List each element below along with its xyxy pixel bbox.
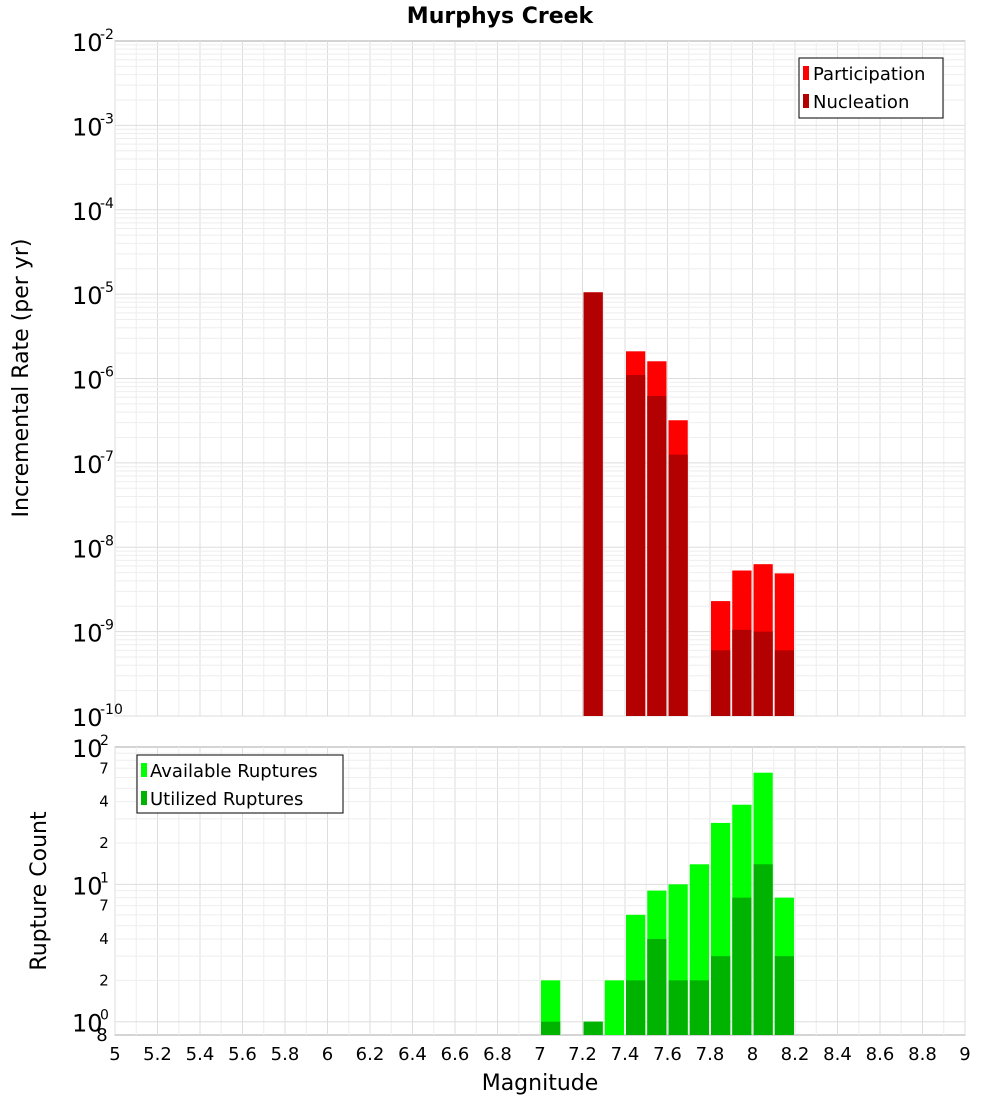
bottom-bars (541, 772, 794, 1035)
x-tick-label: 8.6 (866, 1044, 895, 1065)
x-tick-label: 6.6 (441, 1044, 470, 1065)
x-tick-label: 6 (322, 1044, 333, 1065)
y-tick-exponent: 0 (100, 1008, 109, 1024)
chart-title: Murphys Creek (407, 4, 595, 29)
x-tick-label: 7.4 (611, 1044, 640, 1065)
top-bars (583, 292, 794, 716)
legend-label-available: Available Ruptures (150, 761, 318, 782)
x-tick-label: 7.6 (653, 1044, 682, 1065)
y-tick-label: 10 (72, 535, 103, 563)
x-axis-label: Magnitude (482, 1071, 599, 1096)
y-tick-exponent: -5 (100, 280, 114, 296)
y-tick-minor-label: 8 (96, 1025, 107, 1046)
nucleation-bar (711, 650, 731, 716)
nucleation-bar (668, 454, 688, 716)
legend-swatch-nucleation (803, 94, 809, 108)
utilized-rupture-bar (774, 956, 794, 1035)
y-tick-exponent: -4 (100, 196, 114, 212)
x-tick-label: 7.8 (696, 1044, 725, 1065)
y-tick-label: 10 (72, 29, 103, 57)
x-tick-label: 5.4 (186, 1044, 215, 1065)
x-tick-label: 7 (534, 1044, 545, 1065)
x-tick-label: 6.8 (483, 1044, 512, 1065)
y-tick-exponent: -6 (100, 365, 114, 381)
utilized-rupture-bar (711, 956, 731, 1035)
y-tick-exponent: -10 (100, 702, 123, 718)
y-tick-label: 10 (72, 735, 103, 763)
x-tick-label: 9 (959, 1044, 970, 1065)
y-tick-exponent: 1 (100, 870, 109, 886)
top-legend: Participation Nucleation (798, 57, 944, 119)
utilized-rupture-bar (668, 980, 688, 1035)
bottom-legend: Available Ruptures Utilized Ruptures (136, 754, 344, 814)
y-tick-minor-label: 4 (99, 793, 109, 811)
y-tick-minor-label: 2 (99, 971, 109, 989)
utilized-rupture-bar (689, 980, 709, 1035)
top-grid (114, 41, 966, 717)
x-tick-label: 5.8 (271, 1044, 300, 1065)
x-tick-label: 5.6 (228, 1044, 257, 1065)
x-tick-label: 6.2 (356, 1044, 385, 1065)
x-tick-label: 5.2 (143, 1044, 172, 1065)
legend-swatch-utilized (141, 791, 147, 805)
x-tick-label: 8 (747, 1044, 758, 1065)
x-tick-label: 8.8 (908, 1044, 937, 1065)
nucleation-bar (626, 375, 646, 716)
x-tick-label: 7.2 (568, 1044, 597, 1065)
y-tick-minor-label: 7 (99, 759, 109, 777)
nucleation-bar (732, 629, 752, 716)
available-rupture-bar (541, 980, 561, 1035)
utilized-rupture-bar (626, 980, 646, 1035)
bottom-y-axis-label: Rupture Count (27, 811, 52, 971)
y-tick-label: 10 (72, 1010, 103, 1038)
y-tick-label: 10 (72, 113, 103, 141)
nucleation-bar (774, 650, 794, 716)
y-tick-minor-label: 2 (99, 834, 109, 852)
y-tick-label: 10 (72, 282, 103, 310)
utilized-rupture-bar (732, 897, 752, 1035)
utilized-rupture-bar (647, 939, 667, 1035)
legend-swatch-available (141, 763, 147, 777)
utilized-rupture-bar (753, 864, 773, 1035)
x-tick-label: 5 (109, 1044, 120, 1065)
y-tick-label: 10 (72, 620, 103, 648)
top-y-axis-label: Incremental Rate (per yr) (9, 239, 34, 518)
bottom-legend-box (136, 754, 344, 814)
x-tick-label: 8.4 (823, 1044, 852, 1065)
utilized-rupture-bar (583, 1021, 603, 1035)
x-tick-label: 8.2 (781, 1044, 810, 1065)
y-tick-label: 10 (72, 451, 103, 479)
y-tick-minor-label: 7 (99, 897, 109, 915)
y-tick-exponent: -2 (100, 27, 114, 43)
y-tick-label: 10 (72, 198, 103, 226)
available-rupture-bar (604, 980, 624, 1035)
nucleation-bar (583, 292, 603, 716)
y-tick-exponent: -3 (100, 111, 114, 127)
y-tick-label: 10 (72, 704, 103, 732)
legend-swatch-participation (803, 66, 809, 80)
legend-label-utilized: Utilized Ruptures (150, 789, 303, 810)
y-tick-exponent: -8 (100, 533, 114, 549)
x-tick-label: 6.4 (398, 1044, 427, 1065)
x-ticks: 5 5.2 5.4 5.6 5.8 6 6.2 6.4 6.6 6.8 7 7.2 7.4 7.6 7.8 8… (109, 1044, 970, 1065)
y-tick-exponent: 2 (100, 733, 109, 749)
nucleation-bar (647, 396, 667, 716)
nucleation-bar (753, 631, 773, 716)
y-tick-minor-label: 4 (99, 930, 109, 948)
y-tick-label: 10 (72, 367, 103, 395)
y-tick-label: 10 (72, 872, 103, 900)
y-tick-exponent: -7 (100, 449, 114, 465)
y-tick-exponent: -9 (100, 618, 114, 634)
utilized-rupture-bar (541, 1021, 561, 1035)
legend-label-participation: Participation (813, 64, 925, 85)
top-legend-box (798, 57, 944, 119)
legend-label-nucleation: Nucleation (813, 92, 909, 113)
